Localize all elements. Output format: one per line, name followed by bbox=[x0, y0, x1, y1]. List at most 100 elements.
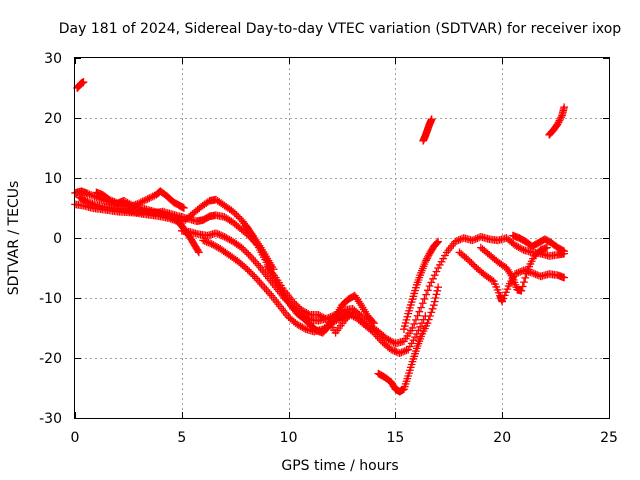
series-s5 bbox=[92, 188, 278, 274]
data-point bbox=[432, 290, 441, 299]
data-point bbox=[407, 298, 416, 306]
data-point bbox=[407, 360, 416, 369]
data-point bbox=[408, 324, 417, 332]
data-point bbox=[408, 295, 417, 304]
data-point bbox=[194, 247, 202, 255]
series-s1 bbox=[73, 78, 88, 92]
data-point bbox=[560, 247, 568, 256]
data-point bbox=[413, 311, 422, 320]
data-point bbox=[492, 283, 501, 291]
data-point bbox=[195, 248, 203, 257]
data-point bbox=[424, 286, 432, 295]
y-tick-label: -30 bbox=[39, 411, 62, 427]
data-point bbox=[348, 308, 357, 317]
grid bbox=[75, 58, 609, 418]
data-point bbox=[403, 312, 412, 321]
y-tick-label: 20 bbox=[44, 111, 62, 127]
x-tick-label: 20 bbox=[493, 430, 511, 446]
series-s13 bbox=[455, 248, 568, 306]
data-point bbox=[406, 366, 414, 375]
plot-frame bbox=[74, 57, 610, 419]
x-tick-label: 15 bbox=[386, 430, 404, 446]
data-point bbox=[400, 322, 409, 330]
data-point bbox=[522, 269, 531, 278]
data-point bbox=[434, 237, 442, 246]
x-tick-label: 0 bbox=[71, 430, 80, 446]
data-point bbox=[418, 299, 427, 308]
data-point bbox=[406, 301, 415, 309]
data-point bbox=[489, 277, 498, 286]
data-point bbox=[491, 280, 499, 288]
data-point bbox=[429, 301, 438, 310]
y-tick-label: 0 bbox=[53, 231, 62, 247]
x-tick-labels: 0 5 10 15 20 25 bbox=[71, 430, 618, 446]
y-tick-label: 10 bbox=[44, 171, 62, 187]
data-point bbox=[79, 78, 88, 86]
data-point bbox=[500, 291, 509, 300]
data-point bbox=[404, 372, 413, 380]
y-tick-label: -20 bbox=[39, 351, 62, 367]
data-point bbox=[423, 319, 432, 328]
data-point bbox=[433, 238, 442, 247]
axis-ticks bbox=[75, 58, 610, 419]
data-point bbox=[370, 319, 378, 328]
y-axis-title: SDTVAR / TECUs bbox=[6, 181, 22, 296]
y-tick-label: 30 bbox=[44, 51, 62, 67]
data-marks bbox=[71, 78, 568, 396]
data-point bbox=[543, 243, 551, 252]
data-point bbox=[499, 294, 508, 303]
data-point bbox=[426, 312, 434, 320]
data-point bbox=[400, 325, 408, 334]
data-point bbox=[560, 103, 568, 112]
x-tick-label: 5 bbox=[177, 430, 186, 446]
data-point bbox=[521, 273, 530, 282]
x-tick-label: 25 bbox=[600, 430, 618, 446]
data-point bbox=[428, 304, 437, 313]
data-point bbox=[493, 285, 502, 294]
data-point bbox=[502, 288, 510, 297]
data-point bbox=[424, 315, 433, 324]
data-point bbox=[411, 286, 419, 295]
data-point bbox=[431, 294, 440, 302]
x-tick-label: 10 bbox=[280, 430, 298, 446]
data-point bbox=[410, 289, 419, 298]
data-point bbox=[517, 286, 526, 295]
data-point bbox=[412, 283, 420, 292]
series-s15 bbox=[509, 231, 568, 256]
data-point bbox=[180, 204, 188, 212]
data-point bbox=[498, 297, 507, 306]
data-point bbox=[412, 315, 420, 324]
y-tick-labels: -30 -20 -10 0 10 20 30 bbox=[39, 51, 62, 427]
data-point bbox=[420, 295, 429, 303]
series-s16 bbox=[545, 103, 568, 139]
series-s4 bbox=[75, 193, 261, 248]
data-point bbox=[433, 286, 442, 295]
data-point bbox=[401, 319, 410, 327]
series-s9 bbox=[263, 262, 357, 337]
data-point bbox=[434, 283, 442, 292]
data-point bbox=[518, 282, 527, 291]
data-point bbox=[417, 303, 425, 312]
data-point bbox=[406, 303, 414, 312]
series-s11 bbox=[400, 237, 442, 334]
series-s7 bbox=[199, 236, 430, 358]
chart-title: Day 181 of 2024, Sidereal Day-to-day VTE… bbox=[59, 21, 622, 37]
data-point bbox=[494, 288, 503, 297]
series-s12 bbox=[419, 115, 436, 145]
data-point bbox=[80, 196, 89, 204]
y-tick-label: -10 bbox=[39, 291, 62, 307]
data-point bbox=[409, 292, 418, 301]
data-point bbox=[406, 363, 415, 372]
data-point bbox=[427, 115, 436, 124]
data-point bbox=[404, 309, 413, 318]
data-point bbox=[503, 285, 512, 293]
series-s6 bbox=[177, 226, 568, 348]
data-point bbox=[560, 273, 568, 282]
data-point bbox=[427, 308, 436, 317]
data-point bbox=[520, 278, 528, 287]
data-point bbox=[405, 306, 413, 315]
data-point bbox=[559, 246, 567, 255]
series-s10 bbox=[374, 283, 442, 396]
data-point bbox=[430, 297, 439, 306]
